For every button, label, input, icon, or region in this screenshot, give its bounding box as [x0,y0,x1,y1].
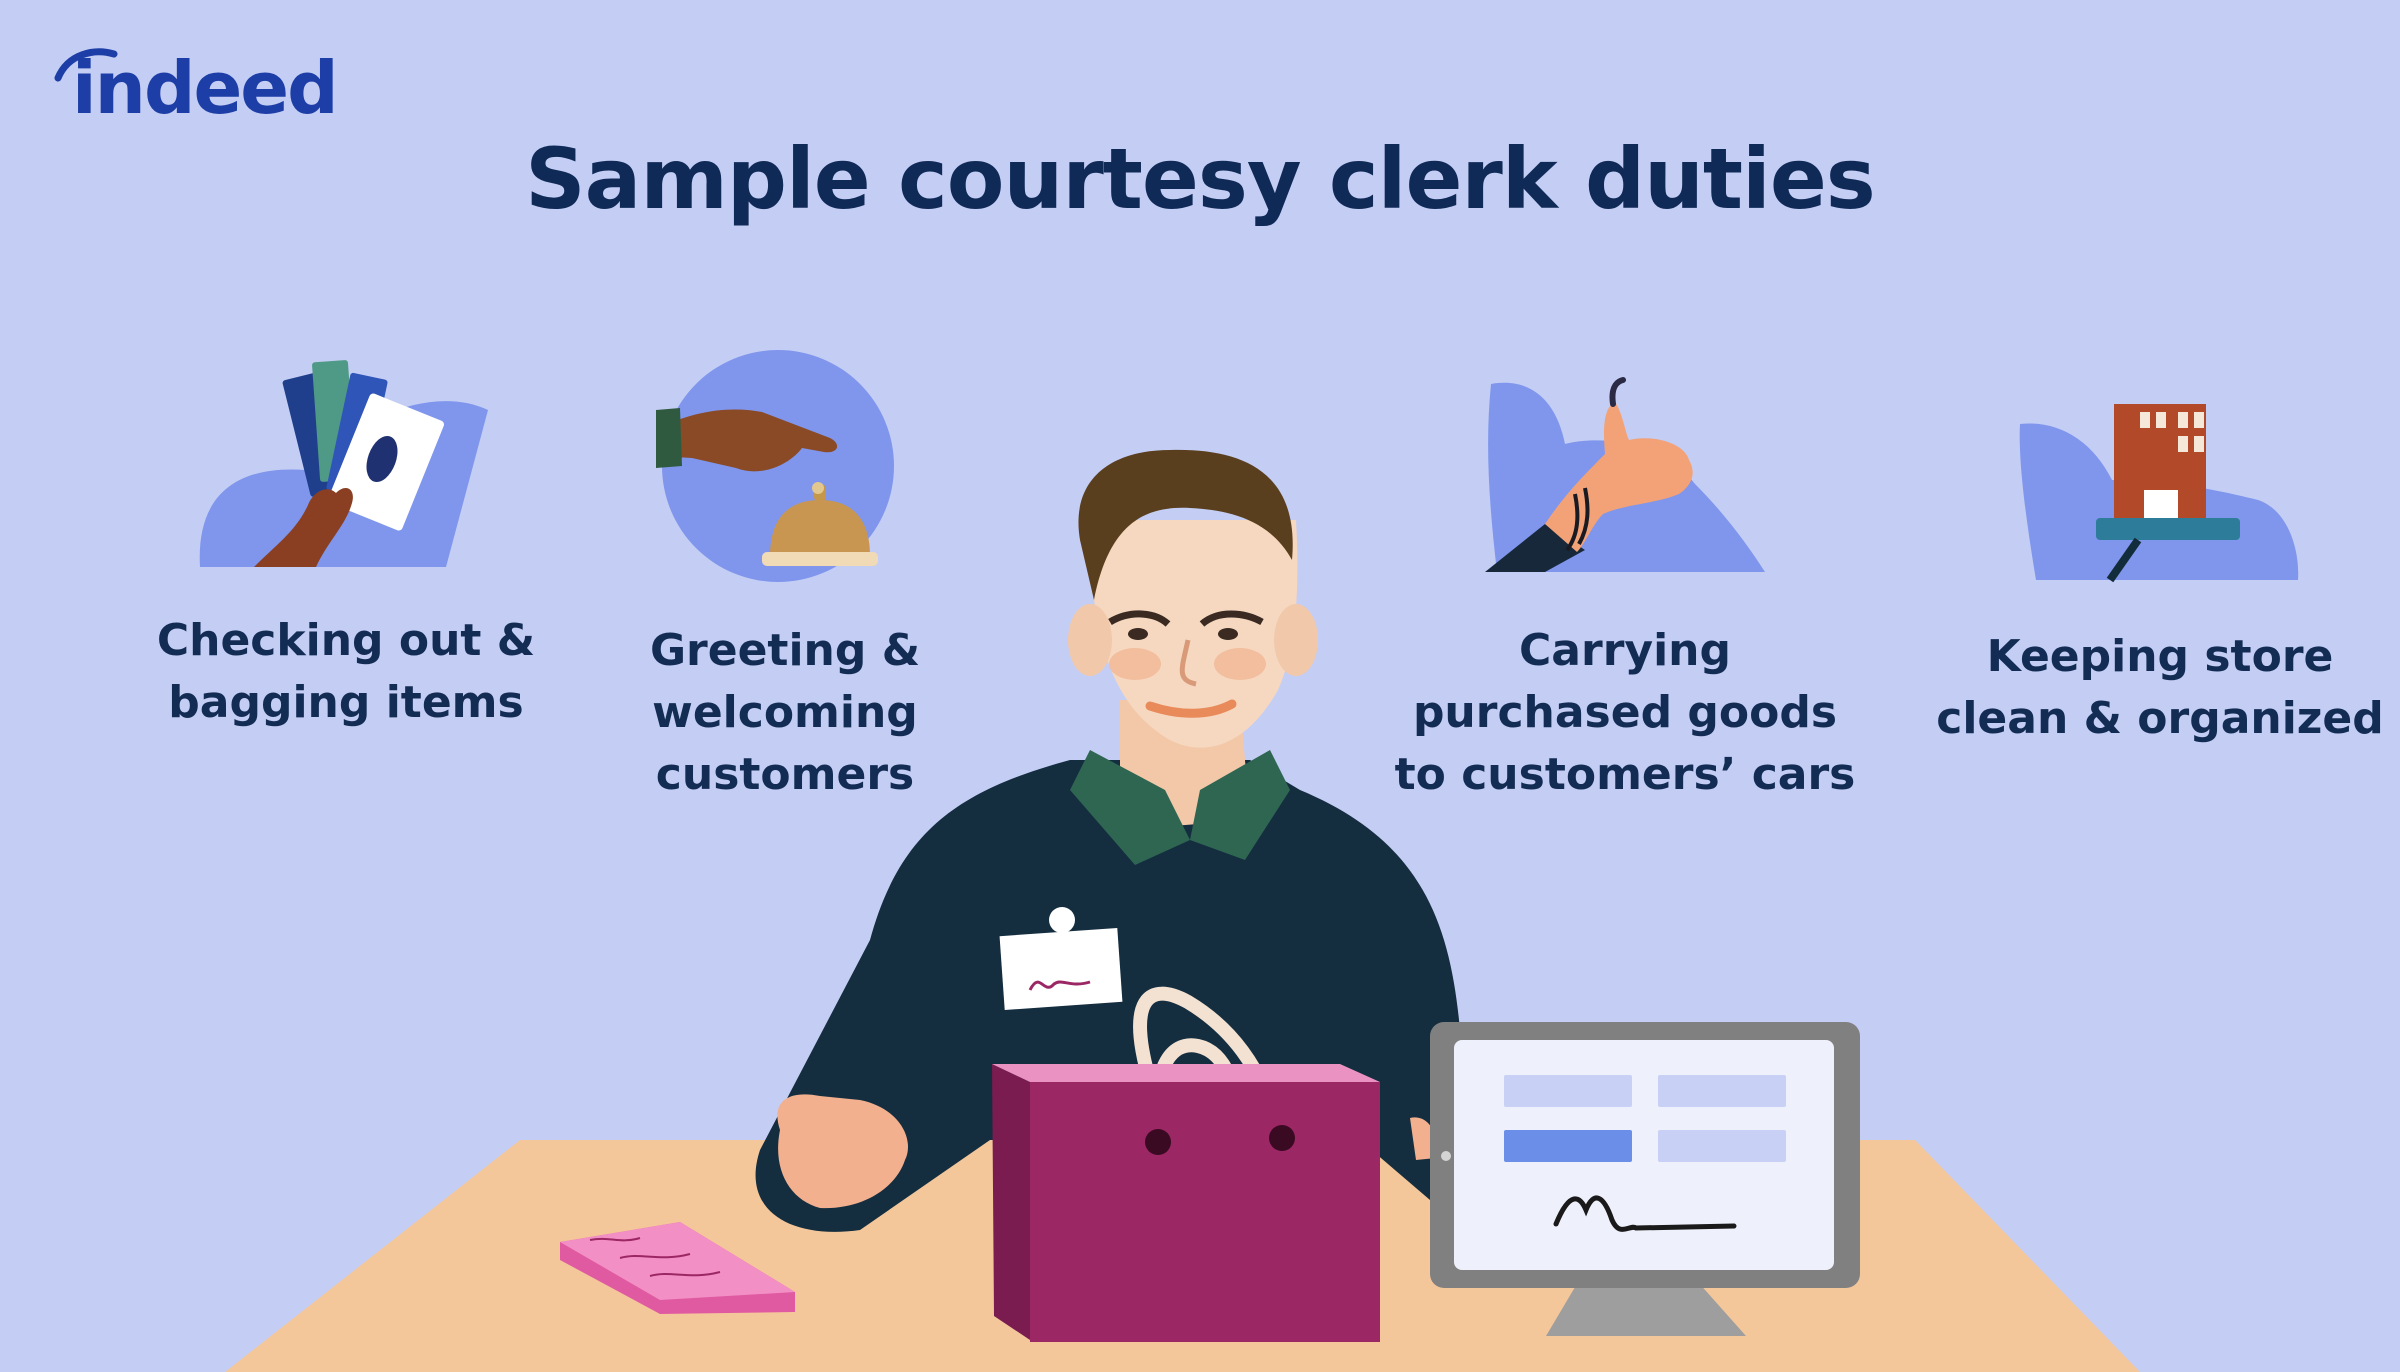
shopping-bag-illustration [992,986,1380,1342]
indeed-logo[interactable]: indeed [54,42,339,132]
duty-label-line: Carrying [1519,625,1731,676]
duty-label-checking-out: Checking out & bagging items [146,610,546,734]
cash-payment-icon [199,360,488,567]
duty-label-keeping-store: Keeping store clean & organized [1935,626,2385,750]
duty-label-carrying: Carrying purchased goods to customers’ c… [1385,620,1865,806]
duty-label-greeting: Greeting & welcoming customers [590,620,980,806]
duty-label-line: Keeping store [1986,631,2334,682]
service-bell-icon [656,350,894,582]
sticky-note-illustration [560,1222,795,1314]
thumbs-up-icon [1485,377,1765,572]
logo-arc-icon [54,48,118,82]
duty-label-line: purchased goods [1412,687,1838,738]
store-building-icon [2019,404,2299,583]
logo-wordmark: indeed [72,46,339,130]
duty-label-line: customers [655,749,915,800]
page-title: Sample courtesy clerk duties [525,130,1876,228]
duty-label-line: bagging items [168,677,524,728]
duty-label-line: welcoming [652,687,918,738]
duty-label-line: to customers’ cars [1394,749,1856,800]
duty-label-line: Greeting & [649,625,921,676]
duty-label-line: Checking out & [156,615,536,666]
pos-tablet-illustration [1430,1022,1860,1336]
duty-label-line: clean & organized [1936,693,2384,744]
